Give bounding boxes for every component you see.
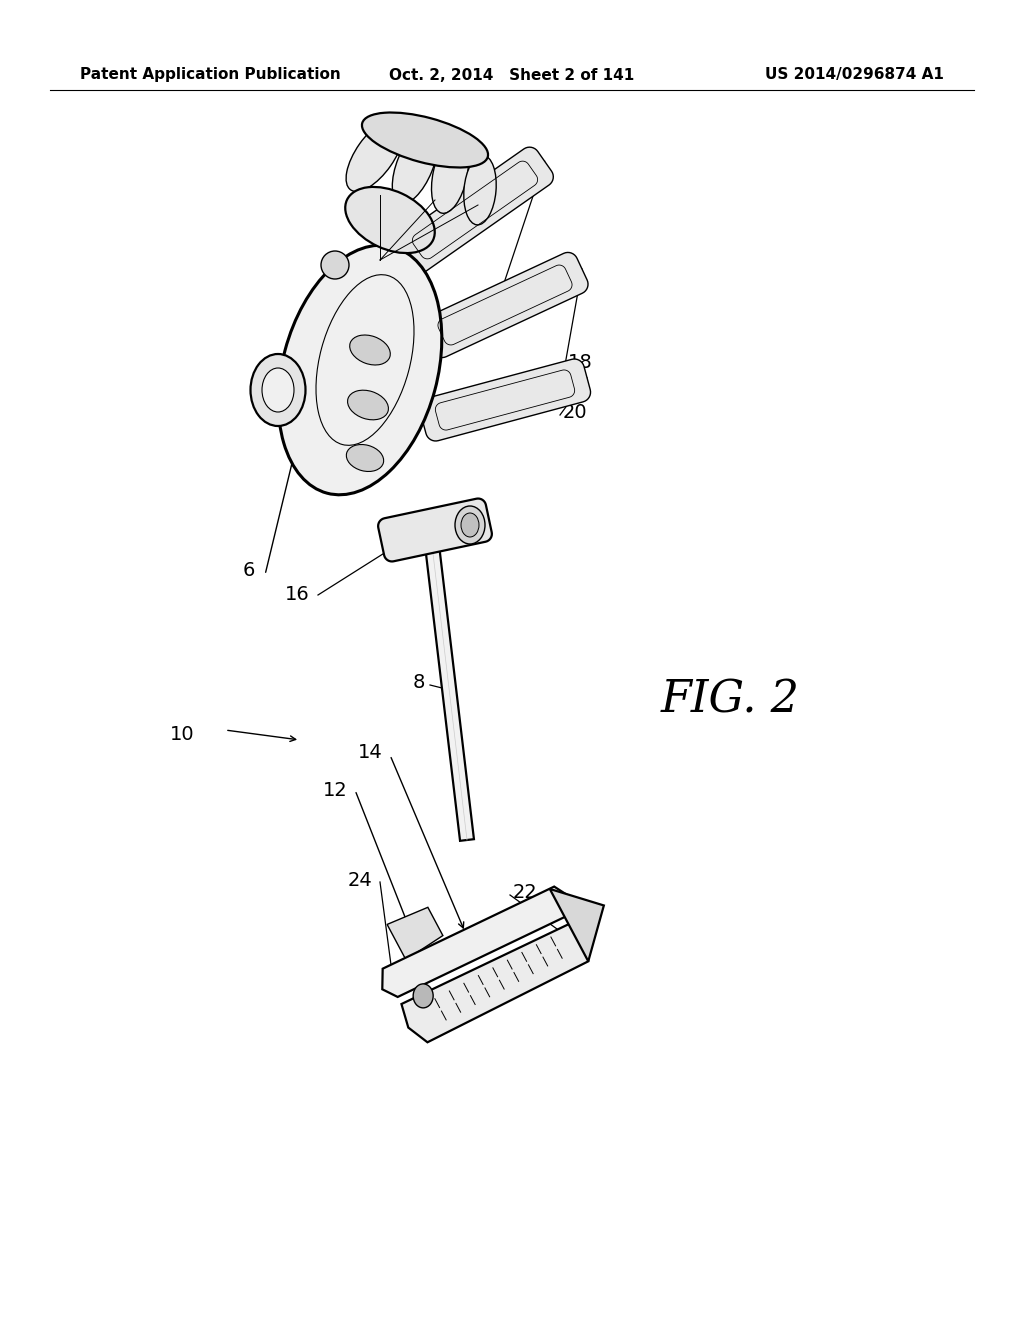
Text: 12: 12	[324, 780, 348, 800]
Text: 16: 16	[286, 585, 310, 603]
Polygon shape	[382, 887, 571, 997]
Ellipse shape	[431, 137, 469, 214]
Polygon shape	[420, 359, 591, 441]
Ellipse shape	[464, 156, 497, 224]
Text: 22: 22	[513, 883, 538, 903]
Ellipse shape	[279, 246, 441, 495]
Text: Oct. 2, 2014   Sheet 2 of 141: Oct. 2, 2014 Sheet 2 of 141	[389, 67, 635, 82]
Ellipse shape	[347, 391, 388, 420]
Ellipse shape	[349, 335, 390, 366]
Polygon shape	[422, 252, 588, 358]
Text: 8: 8	[413, 672, 425, 692]
Ellipse shape	[392, 127, 437, 203]
Text: 6: 6	[243, 561, 255, 579]
Ellipse shape	[251, 354, 305, 426]
Text: FIG. 2: FIG. 2	[660, 678, 800, 722]
Ellipse shape	[346, 119, 403, 191]
Ellipse shape	[345, 187, 435, 253]
Polygon shape	[378, 499, 492, 561]
Ellipse shape	[262, 368, 294, 412]
Polygon shape	[396, 147, 553, 273]
Ellipse shape	[361, 112, 488, 168]
Text: US 2014/0296874 A1: US 2014/0296874 A1	[765, 67, 944, 82]
Text: 14: 14	[358, 742, 383, 762]
Ellipse shape	[321, 251, 349, 279]
Text: 26: 26	[503, 284, 527, 302]
Polygon shape	[387, 907, 442, 960]
Ellipse shape	[461, 513, 479, 537]
Ellipse shape	[346, 445, 384, 471]
Polygon shape	[401, 924, 588, 1043]
Ellipse shape	[455, 506, 485, 544]
Text: 20: 20	[563, 404, 588, 422]
Ellipse shape	[413, 983, 433, 1008]
Text: Patent Application Publication: Patent Application Publication	[80, 67, 341, 82]
Text: 10: 10	[170, 726, 195, 744]
Text: 24: 24	[347, 870, 372, 890]
Polygon shape	[550, 888, 604, 961]
Polygon shape	[425, 544, 474, 841]
Text: 18: 18	[568, 354, 593, 372]
